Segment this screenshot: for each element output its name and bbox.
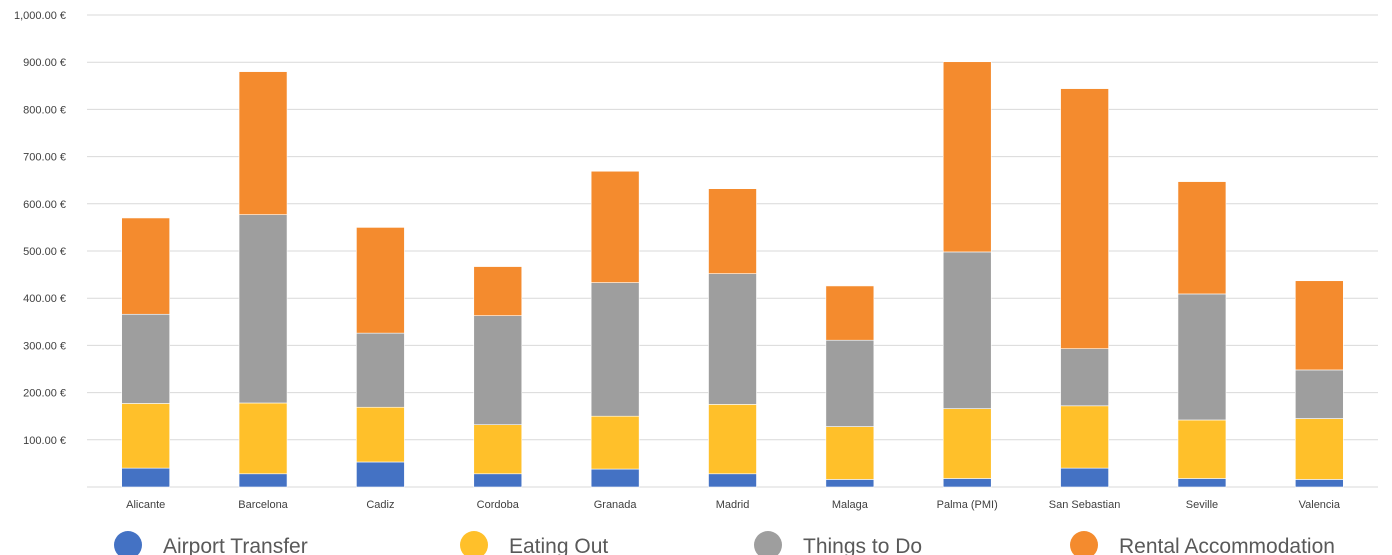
bar-segment	[1295, 369, 1344, 419]
legend-marker	[1070, 531, 1098, 555]
legend-label: Things to Do	[803, 535, 922, 555]
bar-segment	[590, 415, 640, 470]
bar-segment	[238, 214, 288, 404]
bar-segment	[825, 479, 875, 488]
bar-segment	[356, 406, 405, 463]
y-tick-label: 800.00 €	[23, 104, 66, 116]
bar-segment	[1295, 418, 1344, 480]
bar-segment	[1177, 293, 1227, 421]
bar-segment	[590, 170, 640, 283]
legend: Airport Transfer Eating Out Things to Do Re…	[114, 531, 1335, 555]
bar-segment	[1295, 479, 1344, 488]
x-tick-label: Palma (PMI)	[937, 499, 998, 511]
bar-segment	[1060, 405, 1109, 469]
y-tick-label: 600.00 €	[23, 199, 66, 211]
bar-segment	[825, 426, 875, 480]
bar-segment	[121, 313, 170, 404]
bar-segment	[942, 251, 992, 409]
bar-segment	[356, 332, 405, 408]
bar-segment	[1060, 348, 1109, 407]
y-tick-label: 1,000.00 €	[14, 10, 66, 22]
bar-segment	[1060, 88, 1109, 350]
y-tick-label: 200.00 €	[23, 388, 66, 400]
bar-segment	[590, 468, 640, 488]
bar-segment	[473, 315, 523, 425]
bars	[121, 61, 1344, 488]
x-tick-label: Barcelona	[238, 499, 288, 511]
x-tick-label: Cordoba	[477, 499, 520, 511]
x-axis-category-labels: Alicante Barcelona Cadiz Cordoba Granada Madr…	[126, 499, 1341, 511]
y-tick-label: 900.00 €	[23, 57, 66, 69]
bar-segment	[473, 424, 523, 475]
bar-segment	[942, 408, 992, 479]
bar-segment	[708, 273, 757, 405]
x-tick-label: Malaga	[832, 499, 869, 511]
bar-segment	[1295, 280, 1344, 371]
legend-label: Eating Out	[509, 535, 608, 555]
bar-segment	[238, 71, 288, 215]
bar-segment	[356, 461, 405, 488]
y-tick-label: 300.00 €	[23, 340, 66, 352]
bar-segment	[121, 217, 170, 315]
bar-segment	[473, 266, 523, 316]
y-tick-label: 400.00 €	[23, 293, 66, 305]
bar-segment	[590, 282, 640, 417]
bar-segment	[1177, 419, 1227, 479]
bar-segment	[356, 227, 405, 334]
y-tick-label: 700.00 €	[23, 152, 66, 164]
bar-segment	[708, 188, 757, 274]
x-tick-label: Seville	[1186, 499, 1218, 511]
bar-segment	[942, 61, 992, 253]
y-tick-label: 500.00 €	[23, 246, 66, 258]
legend-marker	[114, 531, 142, 555]
x-tick-label: Alicante	[126, 499, 165, 511]
bar-segment	[1177, 181, 1227, 295]
bar-segment	[825, 285, 875, 341]
bar-segment	[1177, 478, 1227, 488]
y-axis-tick-labels: 100.00 € 200.00 € 300.00 € 400.00 € 500.00 €…	[14, 10, 66, 447]
bar-segment	[121, 467, 170, 488]
x-tick-label: Madrid	[716, 499, 750, 511]
bar-segment	[1060, 467, 1109, 488]
x-tick-label: San Sebastian	[1049, 499, 1121, 511]
bar-segment	[825, 339, 875, 427]
legend-label: Rental Accommodation	[1119, 535, 1335, 555]
bar-segment	[473, 473, 523, 488]
bar-segment	[942, 478, 992, 488]
x-tick-label: Granada	[594, 499, 638, 511]
bar-segment	[708, 404, 757, 475]
legend-label: Airport Transfer	[163, 535, 308, 555]
x-tick-label: Cadiz	[366, 499, 394, 511]
bar-segment	[708, 473, 757, 488]
legend-marker	[754, 531, 782, 555]
legend-marker	[460, 531, 488, 555]
bar-segment	[238, 402, 288, 475]
bar-segment	[121, 403, 170, 469]
x-tick-label: Valencia	[1299, 499, 1341, 511]
y-tick-label: 100.00 €	[23, 435, 66, 447]
bar-segment	[238, 473, 288, 488]
